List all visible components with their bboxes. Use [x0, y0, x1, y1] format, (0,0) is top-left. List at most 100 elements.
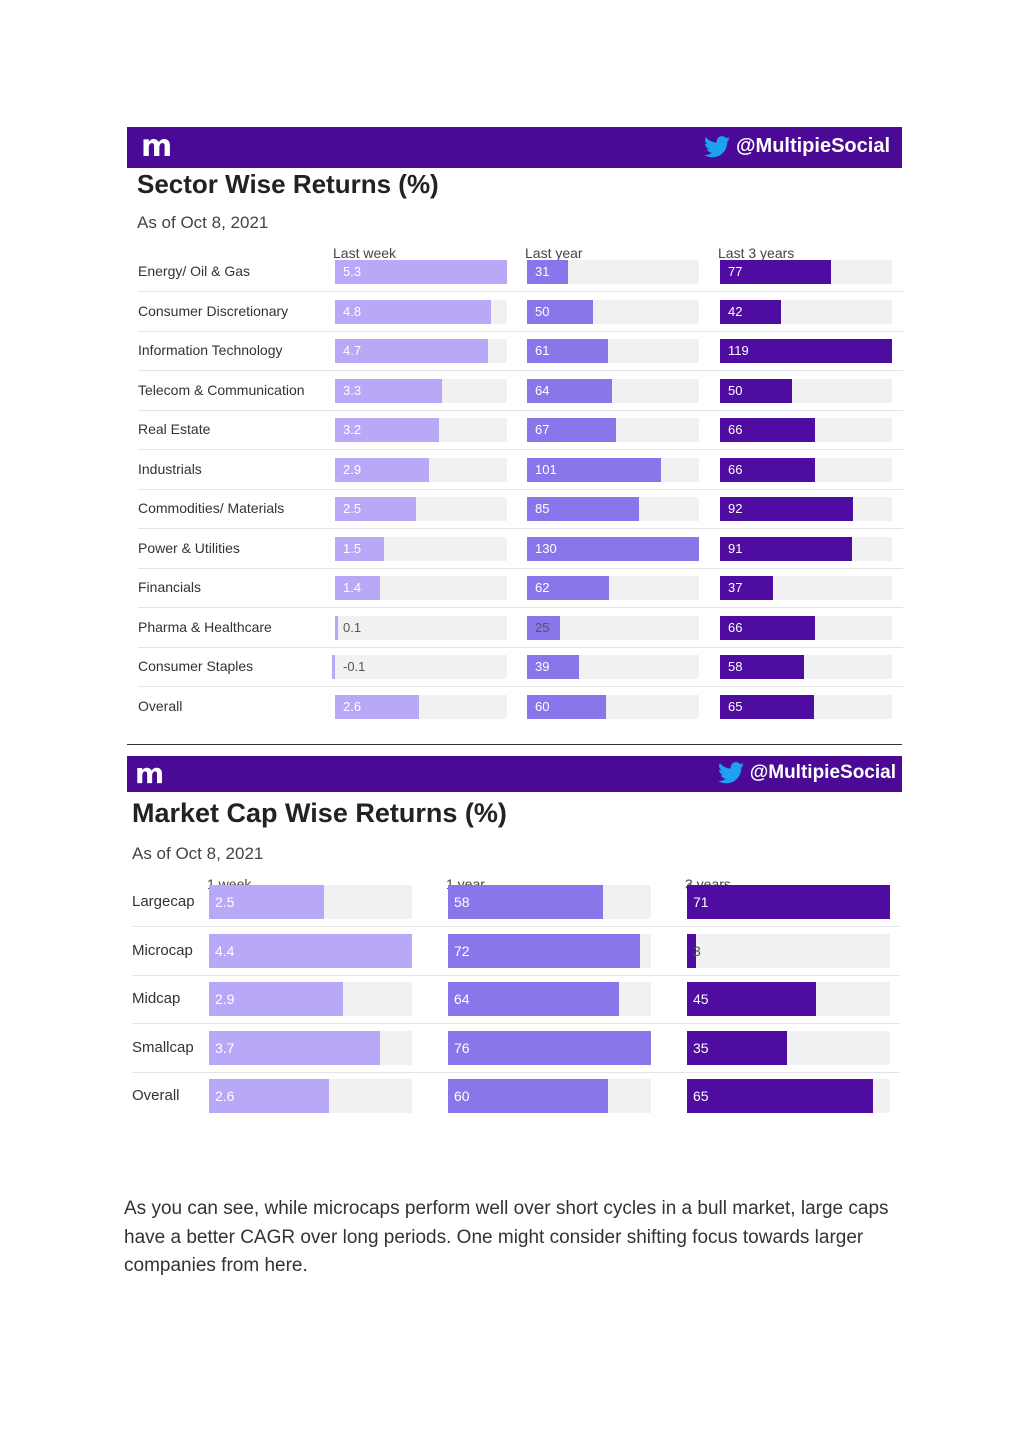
data-label: 71: [693, 894, 709, 910]
data-bar: [448, 1030, 651, 1065]
data-label: 60: [535, 698, 550, 714]
data-bar: [687, 885, 890, 919]
category-label: Consumer Discretionary: [138, 302, 289, 319]
data-bar: [209, 1079, 329, 1113]
data-bar: [448, 1079, 609, 1113]
data-bar: [720, 339, 892, 363]
data-label: 67: [535, 422, 550, 437]
bar-track: [335, 615, 507, 640]
row-divider: [138, 567, 903, 569]
data-label: 130: [535, 540, 557, 556]
category-label: Pharma & Healthcare: [138, 618, 272, 635]
data-bar: [527, 536, 699, 561]
row-divider: [138, 409, 903, 411]
data-bar: [720, 497, 853, 521]
data-bar: [687, 1030, 788, 1065]
data-label: 4.8: [343, 303, 362, 319]
category-label: Smallcap: [132, 1038, 194, 1056]
data-label: 65: [693, 1088, 709, 1104]
data-label: 64: [535, 382, 550, 398]
data-bar: [720, 418, 816, 442]
data-bar: [335, 418, 439, 442]
data-label: 4.7: [343, 343, 362, 358]
category-label: Microcap: [132, 941, 193, 959]
data-label: 50: [535, 303, 550, 319]
data-bar: [527, 339, 608, 363]
row-divider: [138, 646, 903, 648]
data-bar: [720, 457, 816, 482]
data-label: 39: [535, 659, 550, 674]
data-label: 77: [728, 264, 743, 279]
twitter-bird-icon: [704, 135, 731, 157]
row-divider: [138, 291, 903, 292]
multipie-logo: m: [141, 129, 173, 164]
data-label: -0.1: [343, 659, 366, 674]
data-label: 1.4: [343, 580, 362, 595]
row-divider: [138, 370, 903, 371]
data-bar: [448, 885, 603, 919]
brand-banner: m @MultipieSocial: [127, 756, 902, 792]
data-bar: [209, 1030, 380, 1065]
data-label: 2.5: [215, 894, 235, 910]
data-bar: [335, 260, 507, 284]
row-divider: [132, 1023, 900, 1024]
data-label: 3.3: [343, 382, 362, 398]
row-divider: [132, 926, 900, 927]
data-bar: [527, 497, 640, 521]
data-bar: [335, 497, 417, 521]
data-label: 4.4: [215, 942, 235, 959]
data-label: 76: [454, 1039, 470, 1056]
data-bar: [527, 694, 607, 719]
sector-returns-card: m @MultipieSocial Sector Wise Returns (%…: [127, 127, 903, 745]
category-label: Overall: [138, 697, 183, 714]
twitter-bird-icon: [717, 762, 744, 784]
commentary-paragraph: As you can see, while microcaps perform …: [124, 1198, 889, 1276]
data-label: 42: [728, 303, 743, 319]
data-label: 5.3: [343, 264, 362, 279]
data-label: 91: [728, 540, 743, 556]
data-bar: [335, 339, 488, 363]
data-label: 2.9: [343, 461, 362, 477]
data-bar: [527, 378, 612, 403]
twitter-handle: @MultipieSocial: [717, 762, 896, 784]
data-bar: [720, 299, 781, 324]
category-label: Telecom & Communication: [138, 381, 305, 398]
data-bar: [527, 457, 661, 482]
data-label: 50: [728, 382, 743, 398]
data-label: 45: [693, 991, 709, 1007]
data-bar: [527, 260, 568, 284]
multipie-logo: m: [135, 757, 165, 790]
category-label: Largecap: [132, 893, 195, 910]
data-bar: [527, 576, 610, 600]
brand-banner: m @MultipieSocial: [127, 127, 902, 168]
data-label: 35: [693, 1039, 709, 1056]
data-bar: [687, 1079, 873, 1113]
data-bar: [527, 418, 616, 442]
data-bar: [335, 378, 443, 403]
data-bar: [720, 378, 793, 403]
data-bar: [720, 615, 816, 640]
data-bar: [209, 885, 325, 919]
data-label: 2.6: [343, 698, 362, 714]
data-bar: [720, 655, 804, 679]
data-bar: [209, 933, 412, 968]
data-bar: [687, 933, 696, 968]
data-label: 119: [728, 343, 749, 358]
data-bar: [335, 694, 420, 719]
row-divider: [132, 974, 900, 976]
data-bar: [527, 615, 561, 640]
data-label: 72: [454, 942, 470, 959]
data-label: 101: [535, 461, 557, 477]
data-label: 85: [535, 501, 550, 516]
category-label: Consumer Staples: [138, 658, 254, 674]
data-bar: [527, 655, 579, 679]
data-label: 0.1: [343, 619, 362, 635]
data-label: 37: [728, 580, 743, 595]
data-bar: [720, 260, 832, 284]
row-divider: [138, 607, 903, 608]
data-label: 2.9: [215, 991, 235, 1007]
data-label: 3.7: [215, 1039, 235, 1056]
data-bar: [448, 933, 641, 968]
data-bar: [332, 655, 336, 679]
category-label: Real Estate: [138, 421, 211, 437]
